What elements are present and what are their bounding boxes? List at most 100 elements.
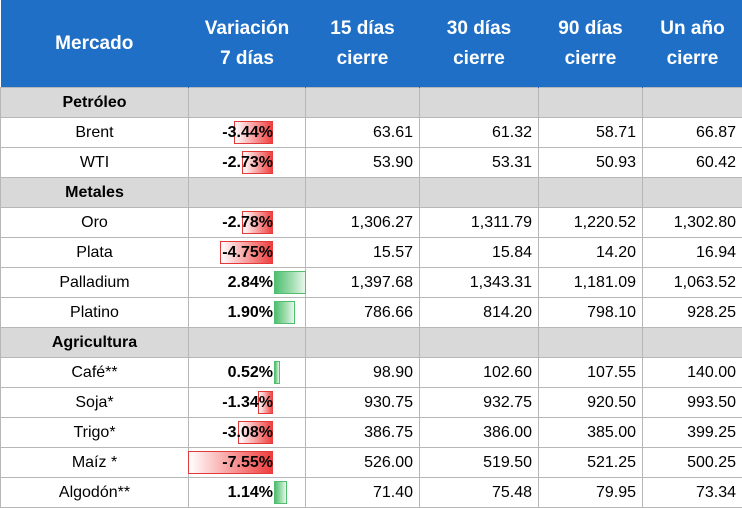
close-d30-value: 386.00 — [420, 418, 539, 448]
close-d15-value: 526.00 — [306, 448, 420, 478]
group-empty-cell — [643, 178, 742, 208]
market-name: Platino — [1, 298, 189, 328]
close-d90-value: 58.71 — [539, 118, 643, 148]
group-empty-cell — [539, 88, 643, 118]
close-d15-value: 1,397.68 — [306, 268, 420, 298]
market-name: Café** — [1, 358, 189, 388]
variation-value: -3.08% — [222, 418, 273, 447]
close-d15-value: 53.90 — [306, 148, 420, 178]
close-d15-value: 15.57 — [306, 238, 420, 268]
variation-value: 1.14% — [228, 478, 273, 507]
market-name: Oro — [1, 208, 189, 238]
close-y1-value: 399.25 — [643, 418, 742, 448]
variation-value: -2.73% — [222, 148, 273, 177]
close-d30-value: 75.48 — [420, 478, 539, 508]
header-variacion-line2: 7 días — [220, 48, 274, 69]
close-d30-value: 519.50 — [420, 448, 539, 478]
close-d90-value: 1,181.09 — [539, 268, 643, 298]
close-d90-value: 79.95 — [539, 478, 643, 508]
close-y1-value: 66.87 — [643, 118, 742, 148]
variation-value: -4.75% — [222, 238, 273, 267]
close-d90-value: 1,220.52 — [539, 208, 643, 238]
variation-value: 1.90% — [228, 298, 273, 327]
close-d15-value: 1,306.27 — [306, 208, 420, 238]
close-d15-value: 930.75 — [306, 388, 420, 418]
variation-cell: -3.08% — [189, 418, 306, 448]
close-d30-value: 53.31 — [420, 148, 539, 178]
close-d30-value: 932.75 — [420, 388, 539, 418]
group-empty-cell — [420, 88, 539, 118]
group-empty-cell — [420, 328, 539, 358]
variation-value: -7.55% — [222, 448, 273, 477]
market-name: Brent — [1, 118, 189, 148]
close-y1-value: 16.94 — [643, 238, 742, 268]
header-unano-line1: Un año — [660, 18, 724, 39]
variation-cell: -4.75% — [189, 238, 306, 268]
group-empty-cell — [420, 178, 539, 208]
variation-cell: -3.44% — [189, 118, 306, 148]
variation-value: -2.78% — [222, 208, 273, 237]
close-y1-value: 73.34 — [643, 478, 742, 508]
variation-cell: 2.84% — [189, 268, 306, 298]
close-d90-value: 50.93 — [539, 148, 643, 178]
variation-value: 2.84% — [228, 268, 273, 297]
group-row: Agricultura — [1, 328, 742, 358]
header-90dias-line1: 90 días — [558, 18, 622, 39]
close-d30-value: 102.60 — [420, 358, 539, 388]
group-row: Petróleo — [1, 88, 742, 118]
variation-cell: -2.78% — [189, 208, 306, 238]
group-empty-cell — [306, 328, 420, 358]
group-empty-cell — [539, 328, 643, 358]
variation-cell: 1.90% — [189, 298, 306, 328]
header-mercado: Mercado — [1, 0, 189, 88]
close-y1-value: 1,063.52 — [643, 268, 742, 298]
positive-databar — [274, 481, 287, 504]
close-d30-value: 1,343.31 — [420, 268, 539, 298]
variation-cell: -2.73% — [189, 148, 306, 178]
market-name: Maíz * — [1, 448, 189, 478]
header-variacion-line1: Variación — [205, 18, 290, 39]
close-y1-value: 928.25 — [643, 298, 742, 328]
close-d90-value: 385.00 — [539, 418, 643, 448]
header-15dias-line1: 15 días — [330, 18, 394, 39]
group-empty-cell — [643, 88, 742, 118]
variation-cell: 1.14% — [189, 478, 306, 508]
group-row: Metales — [1, 178, 742, 208]
close-y1-value: 1,302.80 — [643, 208, 742, 238]
close-y1-value: 500.25 — [643, 448, 742, 478]
variation-value: -3.44% — [222, 118, 273, 147]
close-d15-value: 786.66 — [306, 298, 420, 328]
close-d15-value: 386.75 — [306, 418, 420, 448]
positive-databar — [274, 271, 306, 294]
variation-cell: 0.52% — [189, 358, 306, 388]
group-empty-cell — [306, 88, 420, 118]
header-30dias-line1: 30 días — [447, 18, 511, 39]
close-d15-value: 98.90 — [306, 358, 420, 388]
variation-cell: -7.55% — [189, 448, 306, 478]
market-name: Soja* — [1, 388, 189, 418]
variation-value: 0.52% — [228, 358, 273, 387]
header-mercado-label: Mercado — [55, 33, 133, 54]
group-empty-cell — [539, 178, 643, 208]
header-15dias: 15 días cierre — [306, 0, 420, 88]
close-d15-value: 71.40 — [306, 478, 420, 508]
close-d15-value: 63.61 — [306, 118, 420, 148]
positive-databar — [274, 301, 295, 324]
group-empty-cell — [189, 328, 306, 358]
market-name: Trigo* — [1, 418, 189, 448]
market-name: Plata — [1, 238, 189, 268]
close-d30-value: 61.32 — [420, 118, 539, 148]
header-15dias-line2: cierre — [337, 48, 389, 69]
market-name: Algodón** — [1, 478, 189, 508]
close-y1-value: 60.42 — [643, 148, 742, 178]
variation-cell: -1.34% — [189, 388, 306, 418]
close-d90-value: 107.55 — [539, 358, 643, 388]
close-d30-value: 15.84 — [420, 238, 539, 268]
